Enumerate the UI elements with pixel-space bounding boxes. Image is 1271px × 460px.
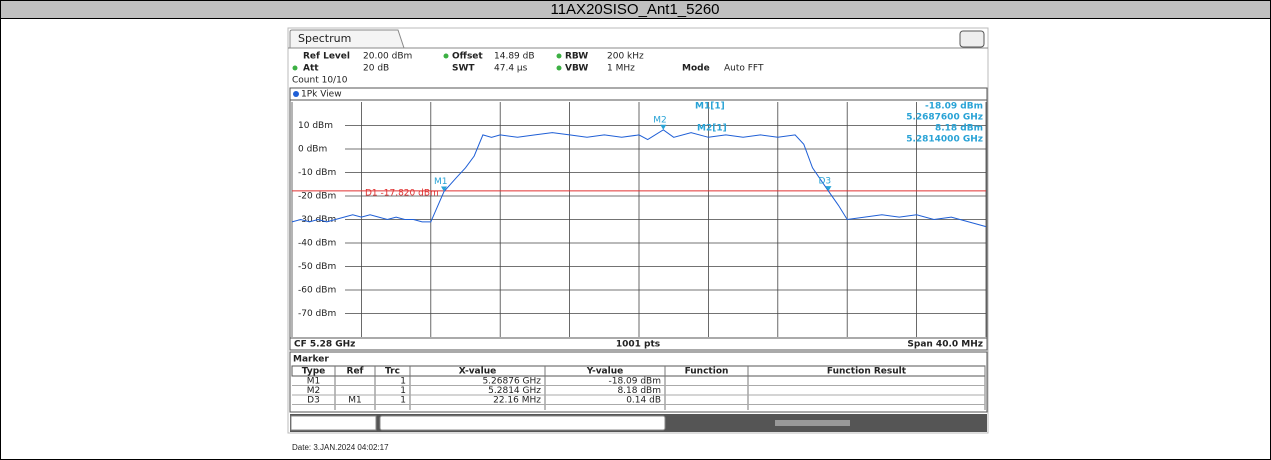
setting-value: 20 dB: [363, 64, 389, 74]
y-tick-label: -50 dBm: [298, 262, 336, 272]
view-label: 1Pk View: [301, 90, 342, 100]
column-header: Function Result: [827, 367, 907, 377]
menu-icon[interactable]: [959, 30, 985, 48]
trace: [291, 129, 987, 228]
footer-center: 1001 pts: [616, 340, 660, 350]
setting-value: 14.89 dB: [494, 52, 535, 62]
status-dot: [556, 53, 562, 59]
header-title: 11AX20SISO_Ant1_5260: [550, 1, 719, 18]
column-header: Type: [302, 367, 325, 377]
d1-label: D1 -17.820 dBm: [365, 188, 439, 198]
cell: -18.09 dBm: [608, 377, 661, 387]
setting-value: 200 kHz: [607, 52, 644, 62]
progress: [775, 420, 850, 426]
count: Count 10/10: [292, 76, 348, 86]
y-tick-label: -70 dBm: [298, 309, 336, 319]
plot-frame: [289, 87, 988, 339]
marker: [660, 124, 667, 130]
status-dot: [556, 65, 562, 71]
cell: 0.14 dB: [626, 396, 661, 406]
cell: M1: [307, 377, 321, 387]
status-dot: [292, 65, 298, 71]
y-tick-label: -40 dBm: [298, 239, 336, 249]
cell: 1: [400, 386, 406, 396]
setting-label: Mode: [682, 64, 710, 74]
cell: 5.2814 GHz: [488, 386, 541, 396]
setting-value: Auto FFT: [724, 64, 764, 74]
status-dot: [443, 53, 449, 59]
readout-level: -18.09 dBm: [925, 102, 983, 112]
column-header: Function: [685, 367, 729, 377]
setting-label: SWT: [452, 64, 475, 74]
setting-value: 47.4 µs: [494, 64, 528, 74]
cell: 5.26876 GHz: [482, 377, 541, 387]
column-header: X-value: [459, 367, 496, 377]
y-tick-label: 0 dBm: [298, 145, 327, 155]
setting-value: 1 MHz: [607, 64, 635, 74]
status-box: [290, 415, 377, 431]
column-header: Y-value: [586, 367, 623, 377]
date: Date: 3.JAN.2024 04:02:17: [292, 443, 389, 452]
cell: M1: [348, 396, 362, 406]
footer-left: CF 5.28 GHz: [294, 340, 355, 350]
marker-title: Marker: [293, 355, 329, 365]
y-tick-label: -10 dBm: [298, 168, 336, 178]
marker-label: D3: [818, 177, 831, 187]
y-tick-label: 10 dBm: [298, 121, 333, 131]
setting-label: Ref Level: [303, 52, 350, 62]
cell: 22.16 MHz: [493, 396, 541, 406]
view-dot: [293, 91, 299, 97]
tab: [289, 29, 405, 49]
setting-label: Att: [303, 64, 319, 74]
marker: [825, 186, 832, 192]
cell: 1: [400, 377, 406, 387]
cell: 8.18 dBm: [617, 386, 661, 396]
readout-level: 8.18 dBm: [935, 124, 983, 134]
column-header: Trc: [385, 367, 400, 377]
readout-name: M1[1]: [695, 102, 725, 112]
readout-name: M2[1]: [697, 124, 727, 134]
readout-freq: 5.2814000 GHz: [906, 135, 983, 145]
status-box: [379, 415, 666, 431]
setting-label: VBW: [565, 64, 588, 74]
y-tick-label: -60 dBm: [298, 286, 336, 296]
marker-label: M2: [653, 115, 667, 125]
marker-panel: [289, 351, 988, 413]
marker-label: M1: [434, 177, 448, 187]
header-bar: [1, 1, 1270, 18]
setting-label: Offset: [452, 52, 483, 62]
y-tick-label: -20 dBm: [298, 192, 336, 202]
footer-bar: [289, 337, 988, 351]
cell: M2: [307, 386, 321, 396]
cell: D3: [307, 396, 320, 406]
marker: [440, 186, 447, 192]
readout-freq: 5.2687600 GHz: [906, 113, 983, 123]
footer-right: Span 40.0 MHz: [907, 340, 983, 350]
setting-label: RBW: [565, 52, 588, 62]
tab-label: Spectrum: [298, 32, 351, 45]
cell: 1: [400, 396, 406, 406]
setting-value: 20.00 dBm: [363, 52, 412, 62]
column-header: Ref: [347, 367, 364, 377]
